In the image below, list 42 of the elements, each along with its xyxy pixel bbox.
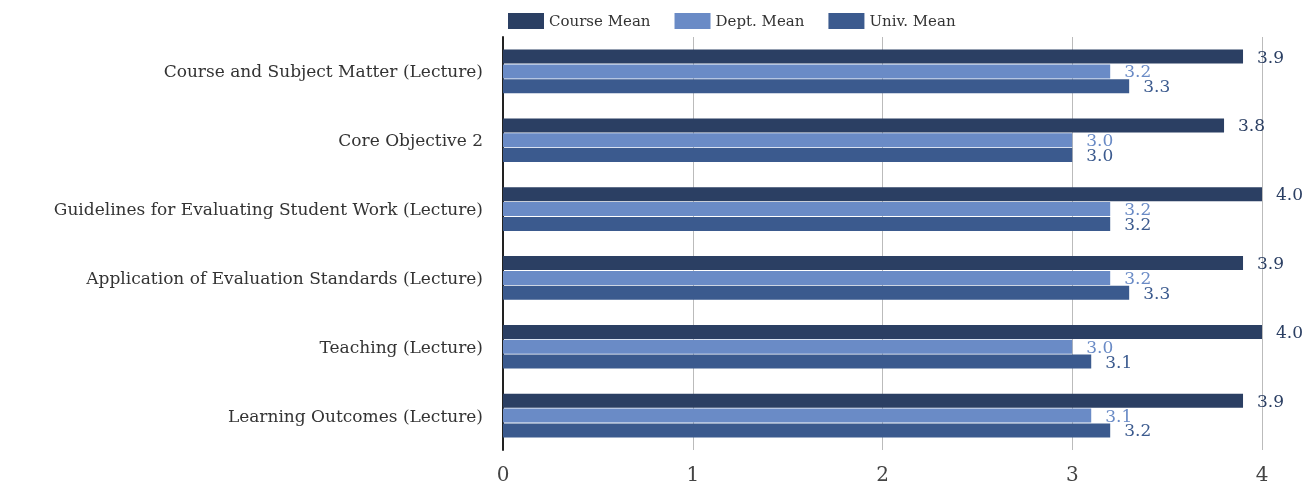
bar [503,285,1130,300]
data-label: 3.3 [1143,76,1171,97]
data-label: 3.8 [1238,115,1266,136]
bar [503,187,1262,202]
data-label: 3.9 [1257,253,1285,274]
bar [503,216,1111,231]
legend-label: Course Mean [549,12,651,30]
legend-label: Dept. Mean [715,12,805,30]
x-tick-label: 4 [1255,462,1269,484]
bar [503,133,1073,148]
bar [503,408,1092,423]
y-tick-label: Teaching (Lecture) [319,336,483,357]
bar [503,339,1073,354]
bar [503,354,1092,369]
bar [503,270,1111,285]
y-tick-label: Guidelines for Evaluating Student Work (Lecture) [53,199,483,220]
bar [503,202,1111,217]
legend-label: Univ. Mean [869,12,956,30]
bar [503,49,1244,64]
bar [503,79,1130,94]
x-tick-label: 3 [1065,462,1079,484]
x-tick-label: 0 [496,462,510,484]
data-label: 4.0 [1276,321,1304,342]
data-label: 3.9 [1257,390,1285,411]
bar [503,324,1262,339]
y-tick-label: Application of Evaluation Standards (Lecture) [85,267,483,288]
data-label: 4.0 [1276,184,1304,205]
data-label: 3.0 [1086,336,1114,357]
bar [503,393,1244,408]
y-tick-label: Learning Outcomes (Lecture) [227,405,483,426]
y-tick-label: Core Objective 2 [338,130,483,151]
bar [503,118,1225,133]
y-tick-label: Course and Subject Matter (Lecture) [163,61,483,82]
x-tick-label: 1 [686,462,700,484]
data-label: 3.0 [1086,145,1114,166]
bar [503,64,1111,79]
bar [503,256,1244,271]
bar [503,148,1073,163]
bar [503,423,1111,438]
data-label: 3.9 [1257,46,1285,67]
x-tick-label: 2 [876,462,889,484]
data-label: 3.2 [1124,267,1152,288]
